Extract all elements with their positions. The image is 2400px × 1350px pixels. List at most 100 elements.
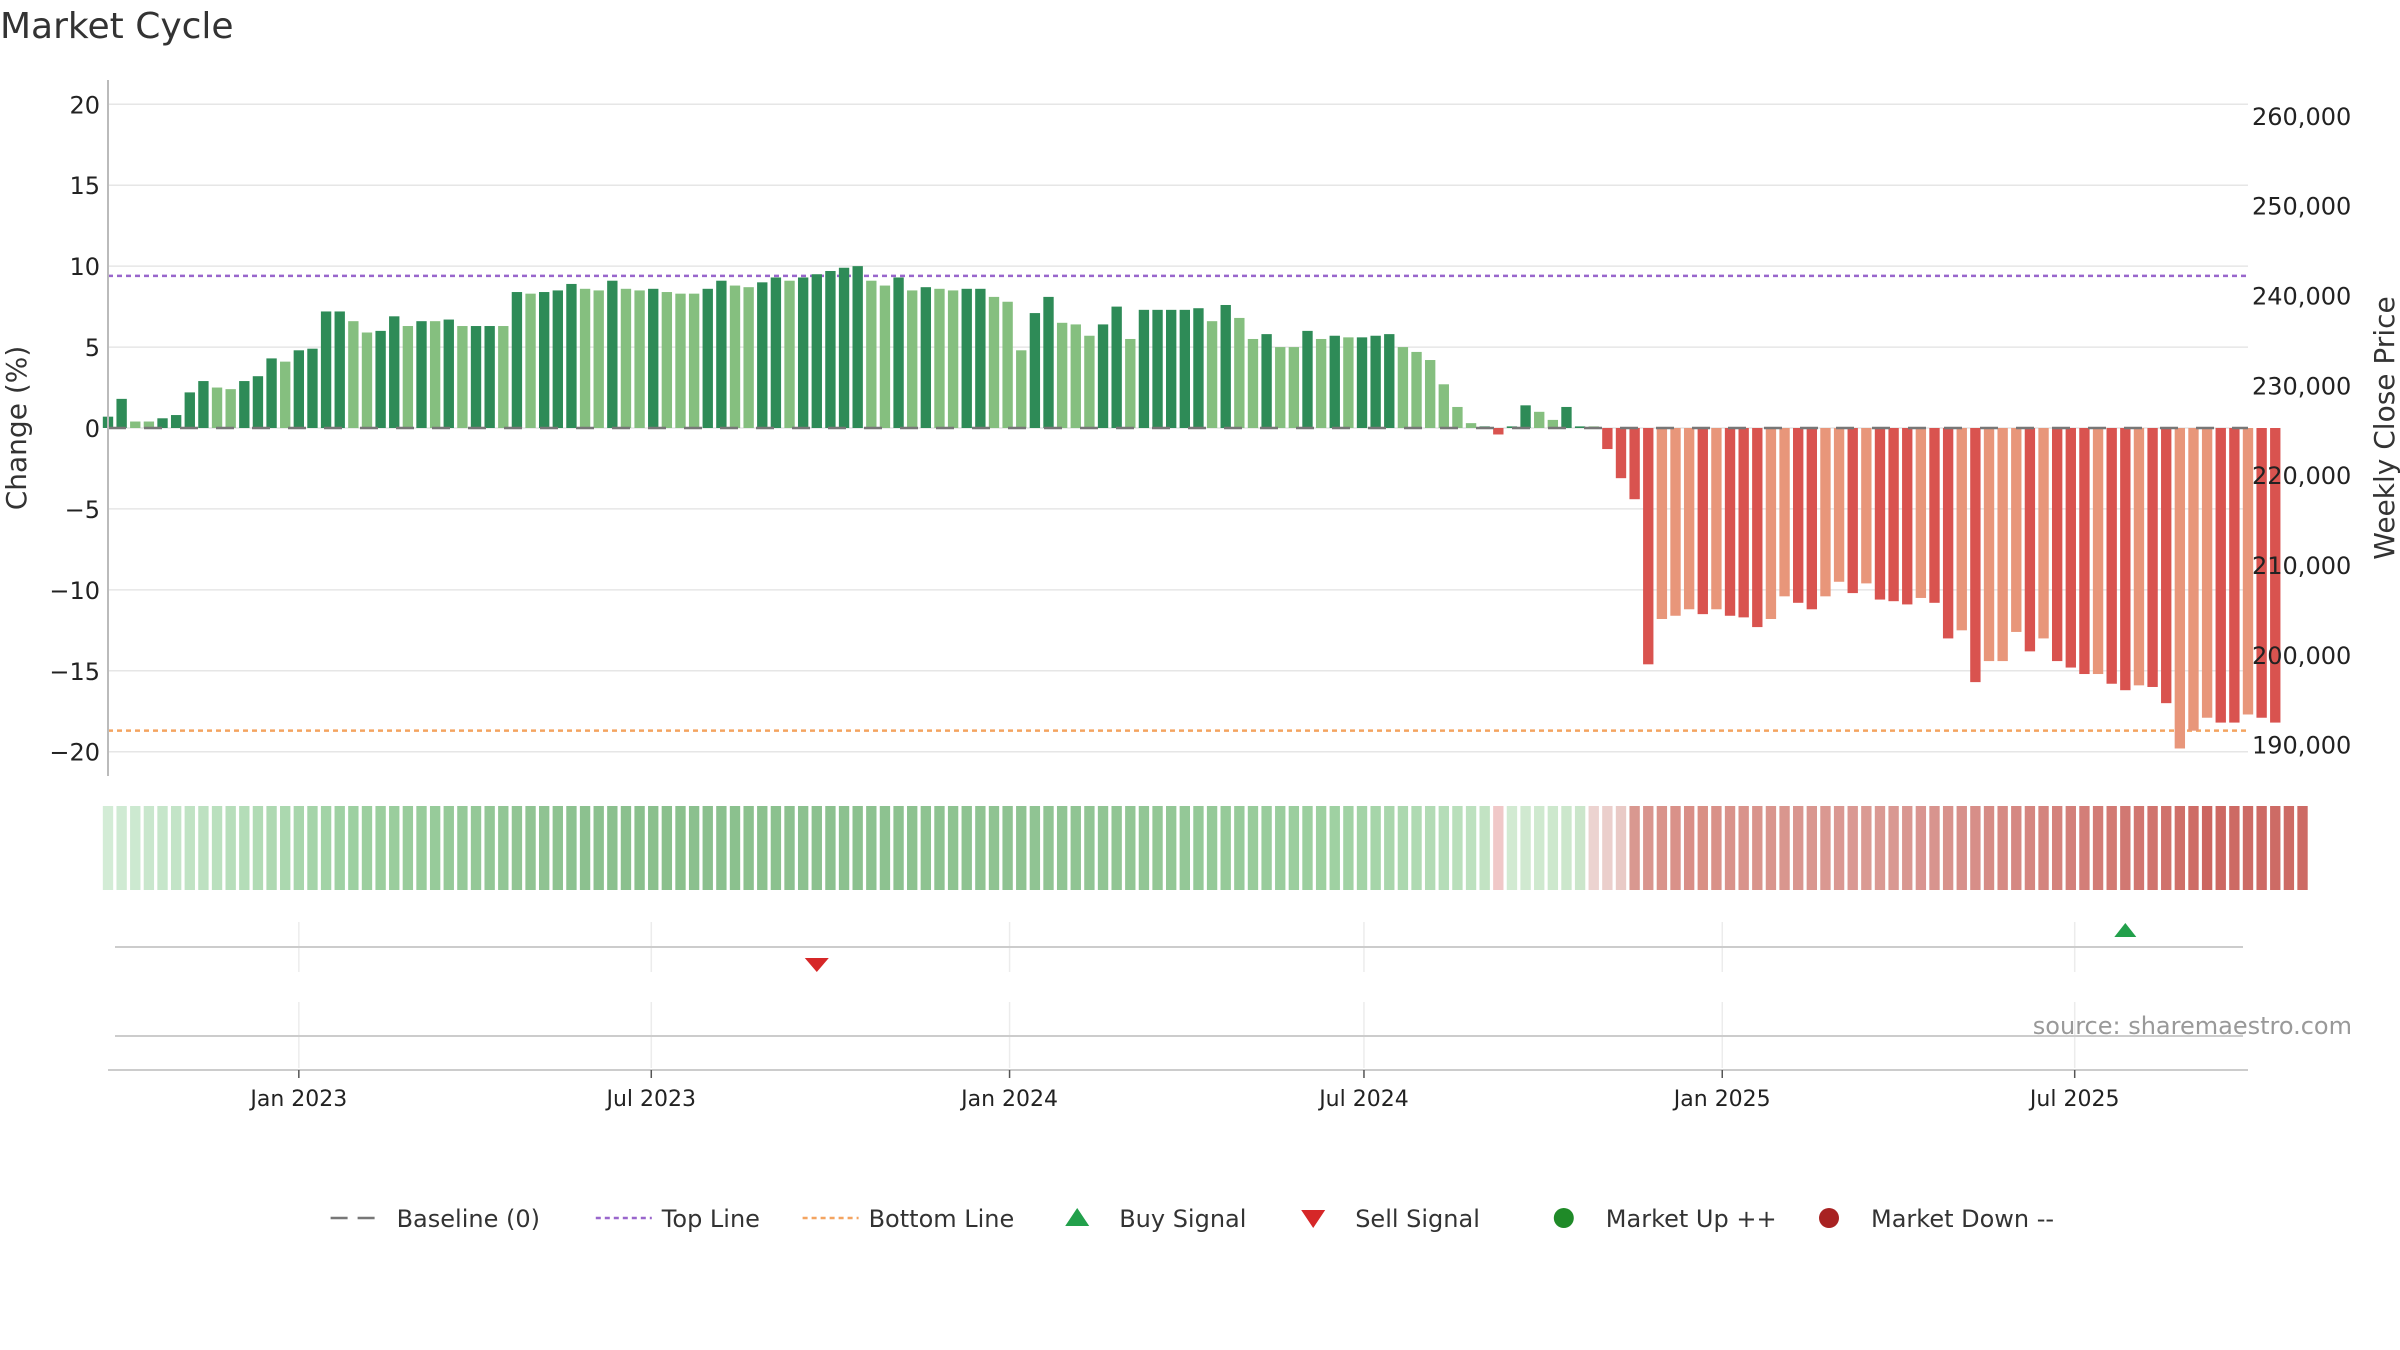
bar — [2024, 428, 2036, 652]
heat-cell — [1343, 806, 1354, 890]
y2-tick-label: 240,000 — [2252, 283, 2351, 311]
bar — [2079, 428, 2090, 675]
bar — [2161, 428, 2172, 704]
heat-cell — [1384, 806, 1395, 890]
bar — [2147, 428, 2158, 687]
heat-cell — [811, 806, 822, 890]
heat-cell — [184, 806, 195, 890]
bar — [239, 381, 250, 428]
heat-cell — [1861, 806, 1872, 890]
bar — [1765, 428, 1777, 619]
y-tick-label: 5 — [85, 334, 100, 362]
x-tick-label: Jul 2024 — [1317, 1087, 1409, 1112]
bar — [211, 387, 223, 428]
bar — [1411, 351, 1422, 428]
heat-cell — [2038, 806, 2049, 890]
bar — [184, 392, 195, 428]
bar — [1493, 428, 1504, 435]
bar — [743, 287, 754, 428]
heat-cell — [1820, 806, 1831, 890]
bar — [825, 270, 836, 428]
heat-cell — [988, 806, 1000, 890]
bar — [1315, 338, 1327, 428]
legend-symbol — [1065, 1208, 1090, 1226]
heat-cell — [1370, 806, 1381, 890]
heat-cell — [607, 806, 618, 890]
y2-tick-label: 230,000 — [2252, 372, 2351, 400]
heat-cell — [1302, 806, 1313, 890]
bar — [170, 415, 182, 428]
bar — [1752, 428, 1763, 628]
bar — [593, 290, 604, 428]
bar — [2242, 428, 2254, 715]
bar — [1097, 324, 1109, 428]
legend-item: Baseline (0) — [330, 1205, 540, 1233]
bar — [1465, 423, 1477, 428]
bar — [1234, 317, 1245, 428]
y2-tick-label: 250,000 — [2252, 193, 2351, 221]
heat-cell — [1547, 806, 1559, 890]
bar — [1520, 405, 1531, 428]
bar — [1438, 384, 1449, 428]
bar — [1683, 428, 1695, 610]
heat-cell — [143, 806, 155, 890]
bar — [729, 285, 741, 428]
heat-cell — [1942, 806, 1954, 890]
x-axis-ticks: Jan 2023 Jul 2023 Jan 2024 Jul 2024 Jan 2025… — [248, 1070, 2119, 1112]
legend-symbol — [1819, 1208, 1839, 1228]
heat-cell — [1602, 806, 1613, 890]
bar — [1397, 347, 1409, 428]
bar — [1384, 334, 1395, 428]
bar — [1138, 309, 1150, 428]
heat-cell — [102, 806, 114, 890]
bar — [457, 326, 468, 428]
heat-cell — [361, 806, 373, 890]
bar — [416, 321, 427, 428]
heat-cell — [2188, 806, 2199, 890]
bar — [607, 280, 618, 428]
y2-tick-label: 220,000 — [2252, 462, 2351, 490]
bar — [688, 293, 700, 428]
heat-cell — [1424, 806, 1436, 890]
bar — [1956, 428, 1967, 631]
heat-cell — [1588, 806, 1599, 890]
bar — [1070, 324, 1081, 428]
bar — [1861, 428, 1872, 584]
bars — [102, 266, 2281, 749]
bar — [143, 421, 155, 428]
heat-cell — [416, 806, 427, 890]
bar — [2201, 428, 2213, 718]
heat-cell — [130, 806, 141, 890]
heat-cell — [1833, 806, 1845, 890]
heat-cell — [2011, 806, 2022, 890]
heat-cell — [1683, 806, 1695, 890]
heat-cell — [866, 806, 877, 890]
legend-item: Market Down -- — [1819, 1205, 2054, 1233]
bar — [1779, 428, 1790, 597]
heat-cell — [116, 806, 127, 890]
bar — [947, 290, 959, 428]
heat-cell — [2283, 806, 2295, 890]
heat-cell — [1711, 806, 1722, 890]
bar — [334, 311, 345, 428]
y2-tick-label: 190,000 — [2252, 732, 2351, 760]
heat-cell — [538, 806, 550, 890]
heat-cell — [2256, 806, 2267, 890]
bar — [1833, 428, 1845, 582]
heat-cell — [838, 806, 850, 890]
heat-cell — [280, 806, 291, 890]
bar — [1806, 428, 1818, 610]
bar — [907, 290, 918, 428]
bar — [470, 326, 482, 428]
heat-cell — [566, 806, 577, 890]
legend-item: Buy Signal — [1065, 1205, 1246, 1233]
legend-label: Bottom Line — [869, 1205, 1015, 1233]
heat-cell — [2065, 806, 2076, 890]
heat-cell — [1724, 806, 1736, 890]
y2-axis-title: Weekly Close Price — [2368, 296, 2400, 559]
heat-cell — [975, 806, 986, 890]
y-tick-label: −20 — [49, 739, 100, 767]
bar — [2092, 428, 2104, 675]
bar — [1084, 335, 1095, 428]
buy-signal-marker — [2114, 923, 2137, 937]
